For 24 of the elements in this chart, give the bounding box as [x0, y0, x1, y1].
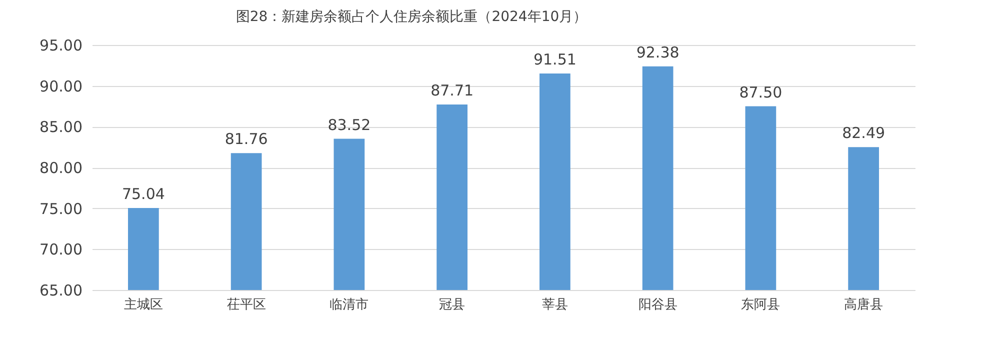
x-tick-label: 冠县	[439, 298, 466, 312]
data-label: 87.50	[739, 83, 782, 102]
y-tick-label: 95.00	[40, 36, 82, 54]
x-tick-label: 茌平区	[226, 298, 266, 312]
data-label: 87.71	[430, 82, 474, 100]
x-tick-label: 高唐县	[844, 296, 884, 312]
x-tick-label: 莘县	[542, 298, 568, 312]
data-label: 91.51	[533, 50, 576, 68]
data-label: 83.52	[328, 116, 371, 134]
y-tick-label: 85.00	[40, 118, 82, 136]
data-label: 75.04	[122, 185, 165, 204]
data-label: 82.49	[842, 124, 886, 142]
chart-title: 图28：新建房余额占个人住房余额比重（2024年10月）	[236, 9, 588, 25]
y-tick-label: 90.00	[40, 77, 82, 96]
y-tick-label: 70.00	[40, 240, 82, 259]
data-label: 92.38	[636, 43, 680, 62]
y-tick-label: 75.00	[40, 200, 82, 218]
x-tick-label: 主城区	[124, 296, 163, 312]
y-tick-label: 65.00	[40, 282, 82, 300]
x-tick-label: 东阿县	[741, 298, 780, 312]
data-label: 81.76	[224, 130, 268, 148]
x-tick-label: 阳谷县	[638, 298, 678, 312]
y-tick-label: 80.00	[40, 159, 82, 177]
x-tick-label: 临清市	[330, 298, 369, 312]
